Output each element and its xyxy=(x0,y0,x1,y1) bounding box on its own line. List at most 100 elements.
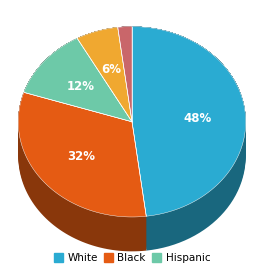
Polygon shape xyxy=(118,26,132,50)
Polygon shape xyxy=(18,92,146,220)
Polygon shape xyxy=(24,38,77,115)
Polygon shape xyxy=(118,26,132,53)
Polygon shape xyxy=(24,38,77,96)
Polygon shape xyxy=(24,38,77,116)
Polygon shape xyxy=(18,92,146,219)
Polygon shape xyxy=(132,26,246,221)
Polygon shape xyxy=(118,26,132,43)
Polygon shape xyxy=(18,92,146,231)
Polygon shape xyxy=(18,92,146,243)
Polygon shape xyxy=(24,38,77,118)
Polygon shape xyxy=(118,26,132,58)
Polygon shape xyxy=(18,92,146,250)
Polygon shape xyxy=(118,26,132,34)
Polygon shape xyxy=(118,26,132,31)
Polygon shape xyxy=(132,26,246,249)
Polygon shape xyxy=(118,26,132,122)
Polygon shape xyxy=(18,92,146,217)
Polygon shape xyxy=(18,92,146,246)
Polygon shape xyxy=(77,27,118,56)
Polygon shape xyxy=(77,27,118,66)
Text: 6%: 6% xyxy=(102,63,122,76)
Polygon shape xyxy=(132,26,246,242)
Polygon shape xyxy=(18,92,146,229)
Text: 48%: 48% xyxy=(184,112,212,125)
Polygon shape xyxy=(132,26,246,244)
Polygon shape xyxy=(18,92,146,238)
Polygon shape xyxy=(132,26,246,240)
Polygon shape xyxy=(77,27,118,47)
Polygon shape xyxy=(118,26,132,38)
Polygon shape xyxy=(24,38,77,103)
Polygon shape xyxy=(132,26,246,237)
Text: 32%: 32% xyxy=(67,150,95,163)
Polygon shape xyxy=(24,38,77,104)
Polygon shape xyxy=(132,26,246,239)
Polygon shape xyxy=(24,38,77,123)
Polygon shape xyxy=(18,92,146,251)
Polygon shape xyxy=(118,26,132,48)
Polygon shape xyxy=(18,92,146,244)
Polygon shape xyxy=(77,27,118,45)
Polygon shape xyxy=(77,27,118,62)
Polygon shape xyxy=(24,38,77,97)
Polygon shape xyxy=(24,38,77,125)
Polygon shape xyxy=(24,38,77,127)
Polygon shape xyxy=(132,26,246,223)
Polygon shape xyxy=(24,38,132,122)
Polygon shape xyxy=(132,26,246,225)
Polygon shape xyxy=(132,26,246,227)
Polygon shape xyxy=(24,38,77,106)
Polygon shape xyxy=(132,26,246,235)
Polygon shape xyxy=(77,27,118,61)
Polygon shape xyxy=(118,26,132,45)
Polygon shape xyxy=(24,38,77,113)
Polygon shape xyxy=(118,26,132,56)
Polygon shape xyxy=(24,38,77,94)
Polygon shape xyxy=(18,92,146,241)
Polygon shape xyxy=(18,92,146,222)
Polygon shape xyxy=(24,38,77,108)
Polygon shape xyxy=(132,26,246,234)
Polygon shape xyxy=(24,38,77,99)
Polygon shape xyxy=(24,38,77,122)
Polygon shape xyxy=(118,26,132,60)
Polygon shape xyxy=(118,26,132,29)
Polygon shape xyxy=(132,26,246,218)
Polygon shape xyxy=(18,92,146,236)
Polygon shape xyxy=(77,27,118,54)
Polygon shape xyxy=(132,26,246,230)
Polygon shape xyxy=(77,27,118,43)
Polygon shape xyxy=(18,92,146,224)
Polygon shape xyxy=(118,26,132,46)
Polygon shape xyxy=(77,27,118,68)
Polygon shape xyxy=(132,26,246,245)
Polygon shape xyxy=(132,26,246,247)
Polygon shape xyxy=(77,27,132,122)
Polygon shape xyxy=(132,26,246,220)
Polygon shape xyxy=(77,27,118,71)
Legend: White, Black, Hispanic: White, Black, Hispanic xyxy=(50,249,214,267)
Polygon shape xyxy=(118,26,132,32)
Polygon shape xyxy=(18,92,146,239)
Polygon shape xyxy=(132,26,246,228)
Polygon shape xyxy=(18,92,146,232)
Polygon shape xyxy=(77,27,118,59)
Polygon shape xyxy=(18,92,146,234)
Polygon shape xyxy=(77,27,118,49)
Polygon shape xyxy=(77,27,118,50)
Polygon shape xyxy=(132,26,246,216)
Polygon shape xyxy=(24,38,77,120)
Polygon shape xyxy=(18,92,146,225)
Polygon shape xyxy=(18,92,146,227)
Polygon shape xyxy=(118,26,132,36)
Polygon shape xyxy=(18,92,146,248)
Polygon shape xyxy=(24,38,77,101)
Polygon shape xyxy=(118,26,132,62)
Polygon shape xyxy=(118,26,132,39)
Polygon shape xyxy=(118,26,132,51)
Polygon shape xyxy=(77,27,118,42)
Polygon shape xyxy=(77,27,118,57)
Polygon shape xyxy=(77,27,118,64)
Text: 12%: 12% xyxy=(67,80,95,93)
